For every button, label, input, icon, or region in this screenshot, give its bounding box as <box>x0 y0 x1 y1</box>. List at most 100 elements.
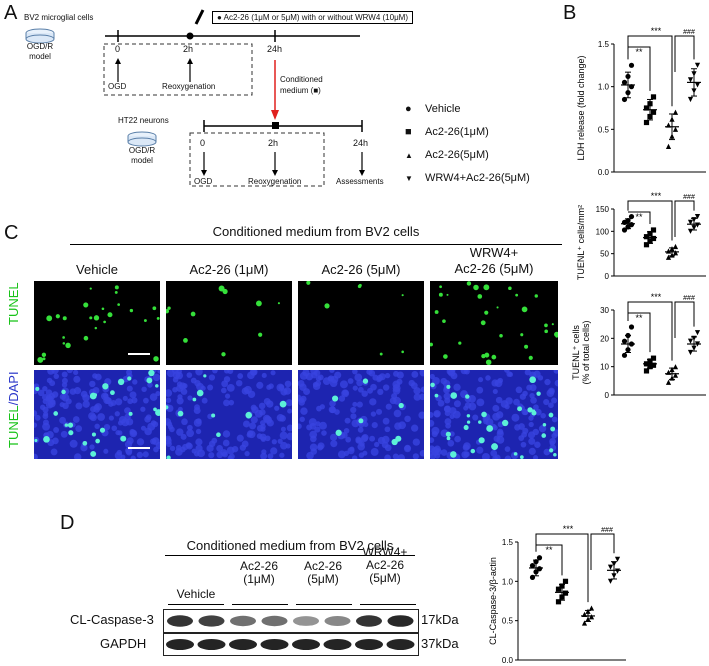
nucleus-dot <box>537 375 544 381</box>
blot-band <box>323 639 352 650</box>
assessments-label: Assessments <box>336 177 384 186</box>
nucleus-dot <box>260 420 266 426</box>
apoptotic-cell-dot <box>190 311 196 317</box>
nucleus-dot <box>261 449 267 455</box>
data-point <box>529 574 536 580</box>
blot-band <box>229 639 257 650</box>
nucleus-dot <box>357 442 365 451</box>
nucleus-dot <box>533 404 539 411</box>
apoptotic-cell-dot <box>358 418 364 424</box>
data-point <box>672 364 679 370</box>
apoptotic-cell-dot <box>43 435 50 443</box>
data-point <box>559 583 565 589</box>
nucleus-dot <box>115 398 123 406</box>
nucleus-dot <box>89 380 96 388</box>
blot-col-label: Vehicle <box>176 587 216 601</box>
apoptotic-cell-dot <box>450 451 457 458</box>
apoptotic-cell-dot <box>430 382 435 388</box>
blot-band <box>356 615 382 627</box>
nucleus-dot <box>329 400 336 407</box>
nucleus-dot <box>358 452 365 458</box>
nucleus-dot <box>355 436 362 443</box>
apoptotic-cell-dot <box>93 315 100 321</box>
nucleus-dot <box>551 397 558 404</box>
apoptotic-cell-dot <box>331 395 339 402</box>
apoptotic-cell-dot <box>255 300 262 307</box>
data-point <box>650 227 657 233</box>
nucleus-dot <box>114 411 120 417</box>
nucleus-dot <box>299 371 308 380</box>
data-point <box>614 568 621 574</box>
col-label: Ac2-26 (5μM) <box>321 262 401 277</box>
nucleus-dot <box>476 386 484 394</box>
nucleus-dot <box>392 386 401 395</box>
apoptotic-cell-dot <box>484 310 489 315</box>
nucleus-dot <box>94 423 100 430</box>
nucleus-dot <box>37 389 45 397</box>
nucleus-dot <box>223 399 230 407</box>
nucleus-dot <box>419 450 424 457</box>
y-tick-label: 150 <box>596 205 610 214</box>
blot-band <box>166 639 194 650</box>
apoptotic-cell-dot <box>192 397 197 402</box>
data-point <box>665 143 672 149</box>
nucleus-dot <box>300 407 308 415</box>
apoptotic-cell-dot <box>99 427 106 433</box>
col-label: Vehicle <box>76 262 118 277</box>
nucleus-dot <box>46 377 53 384</box>
nucleus-dot <box>103 393 109 399</box>
apoptotic-cell-dot <box>484 352 490 358</box>
nucleus-dot <box>75 402 83 410</box>
nucleus-dot <box>144 416 151 423</box>
apoptotic-cell-dot <box>95 438 100 444</box>
apoptotic-cell-dot <box>439 285 442 289</box>
nucleus-dot <box>306 451 314 459</box>
nucleus-dot <box>493 435 501 442</box>
apoptotic-cell-dot <box>555 335 558 338</box>
nucleus-dot <box>285 399 292 407</box>
scale-bar <box>128 447 150 449</box>
nucleus-dot <box>430 445 435 452</box>
nucleus-dot <box>141 386 147 393</box>
nucleus-dot <box>167 424 174 430</box>
data-point <box>672 126 679 132</box>
bv2-model-label: OGD/R model <box>26 42 54 61</box>
apoptotic-cell-dot <box>481 353 486 359</box>
panel-letter-a: A <box>4 2 18 24</box>
apoptotic-cell-dot <box>379 352 383 356</box>
data-point <box>555 599 562 605</box>
nucleus-dot <box>195 370 203 376</box>
sig-bracket <box>628 46 651 91</box>
nucleus-dot <box>370 411 377 417</box>
nucleus-dot <box>444 397 451 404</box>
nucleus-dot <box>103 448 109 454</box>
data-point <box>562 578 569 584</box>
data-point <box>694 341 701 347</box>
apoptotic-cell-dot <box>83 302 89 308</box>
data-point <box>559 594 565 600</box>
data-point <box>694 82 701 88</box>
nucleus-dot <box>497 377 504 384</box>
nucleus-dot <box>454 435 461 443</box>
panel-d-header: Conditioned medium from BV2 cells <box>186 538 394 553</box>
apoptotic-cell-dot <box>478 437 485 444</box>
nucleus-dot <box>92 373 98 379</box>
b-time-24h: 24h <box>353 138 369 148</box>
nucleus-dot <box>519 393 526 400</box>
nucleus-dot <box>268 383 274 389</box>
apoptotic-cell-dot <box>324 303 330 309</box>
nucleus-dot <box>250 370 257 376</box>
nucleus-dot <box>73 375 81 383</box>
nucleus-dot <box>220 387 227 394</box>
nucleus-dot <box>430 373 435 380</box>
blot-group-rule <box>232 604 288 605</box>
apoptotic-cell-dot <box>91 432 96 437</box>
blot-label-gapdh: GAPDH <box>100 636 147 651</box>
nucleus-dot <box>59 402 65 408</box>
apoptotic-cell-dot <box>94 326 98 330</box>
apoptotic-cell-dot <box>117 378 125 386</box>
nucleus-dot <box>82 400 90 408</box>
apoptotic-cell-dot <box>127 376 132 381</box>
nucleus-dot <box>73 370 79 376</box>
